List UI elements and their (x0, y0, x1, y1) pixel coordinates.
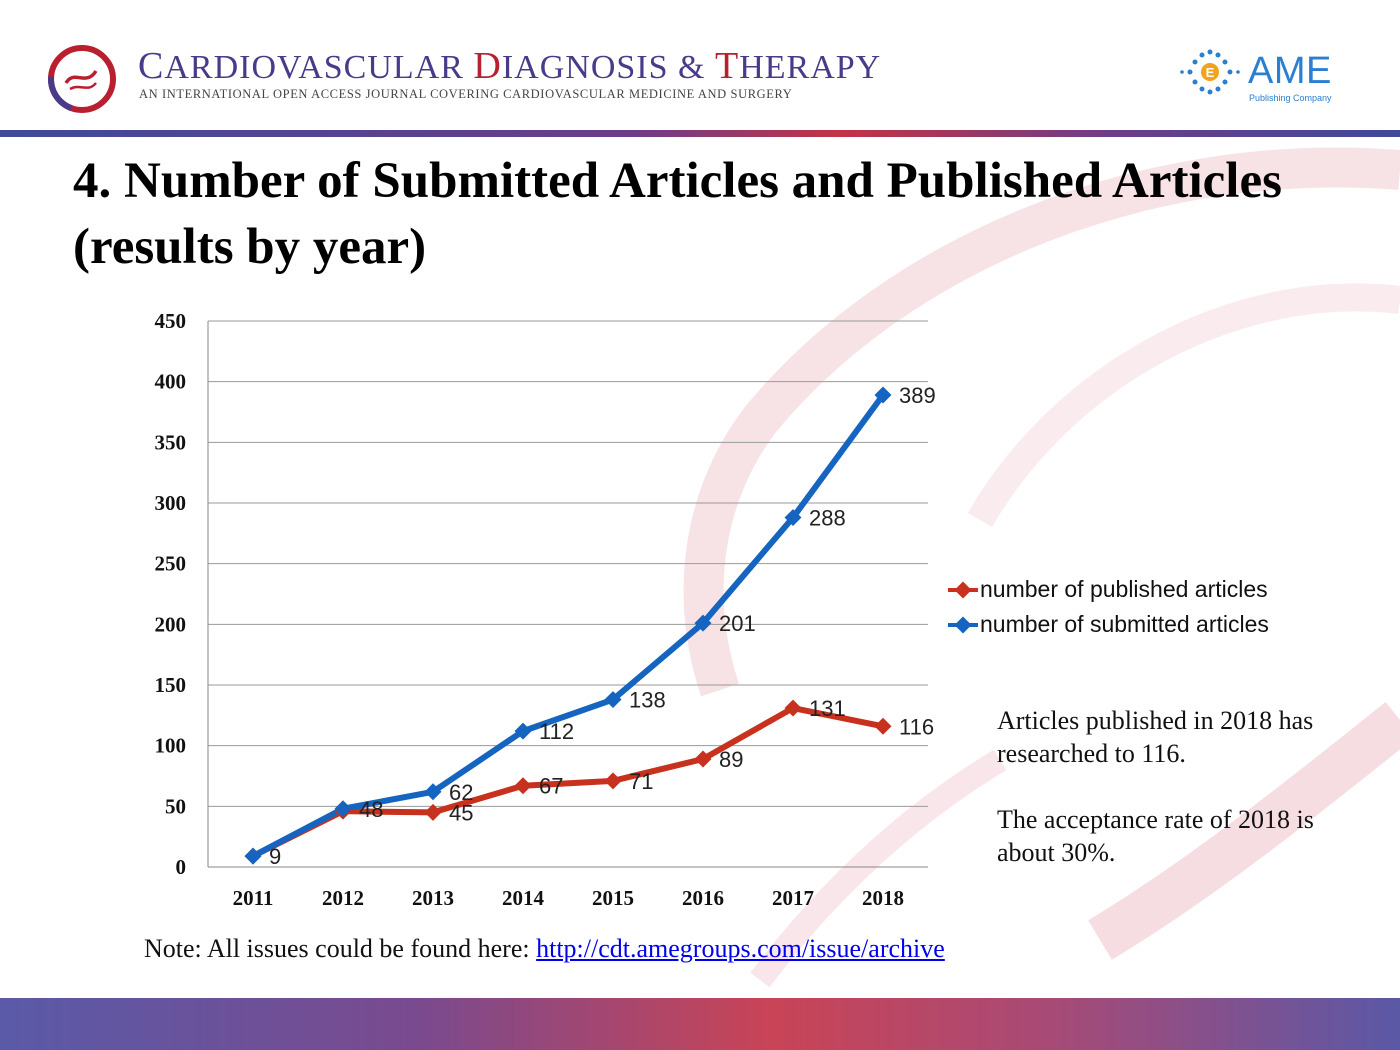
data-point-published (784, 699, 802, 717)
journal-logo-icon (48, 45, 116, 113)
data-point-published (604, 772, 622, 790)
data-label-published: 67 (539, 774, 563, 799)
data-label-published: 71 (629, 769, 653, 794)
data-label-submitted: 138 (629, 688, 666, 713)
y-tick-label: 50 (165, 794, 186, 818)
x-tick-label: 2017 (772, 886, 814, 910)
y-tick-label: 300 (155, 491, 187, 515)
slide-title: 4. Number of Submitted Articles and Publ… (73, 153, 1282, 275)
data-point-submitted (514, 722, 532, 740)
legend-label-published: number of published articles (980, 576, 1268, 602)
data-point-submitted (694, 614, 712, 632)
y-tick-label: 200 (155, 612, 187, 636)
data-label-published: 116 (899, 714, 934, 739)
footer-bar (0, 998, 1400, 1050)
y-tick-label: 350 (155, 430, 187, 454)
series-line-submitted (251, 393, 886, 859)
x-tick-label: 2014 (502, 886, 545, 910)
x-tick-label: 2018 (862, 886, 904, 910)
notes-box: Articles published in 2018 has researche… (997, 704, 1377, 902)
ame-logo-icon: E (1180, 49, 1240, 95)
data-label-published: 89 (719, 747, 743, 772)
legend-marker-submitted-icon (948, 616, 978, 634)
data-label-published: 131 (809, 696, 846, 721)
data-label-submitted: 48 (359, 797, 383, 822)
publisher-name: AME (1248, 50, 1332, 92)
y-tick-label: 450 (155, 309, 187, 333)
journal-title: CARDIOVASCULAR DIAGNOSIS & THERAPY (138, 45, 882, 87)
data-label-submitted: 201 (719, 611, 756, 636)
note-acceptance-rate: The acceptance rate of 2018 is about 30%… (997, 805, 1314, 867)
y-tick-label: 250 (155, 552, 187, 576)
data-label-submitted: 389 (899, 383, 936, 408)
y-tick-label: 100 (155, 734, 187, 758)
x-tick-label: 2015 (592, 886, 634, 910)
publisher-subtitle: Publishing Company (1249, 93, 1332, 103)
header-divider-bar (0, 130, 1400, 137)
y-tick-label: 400 (155, 370, 187, 394)
data-point-published (694, 750, 712, 768)
data-point-submitted (244, 847, 262, 865)
data-label-submitted: 9 (269, 844, 281, 869)
x-tick-label: 2012 (322, 886, 364, 910)
data-point-published (874, 717, 892, 735)
y-tick-label: 150 (155, 673, 187, 697)
x-tick-label: 2016 (682, 886, 724, 910)
line-chart: 0 50 100 150 200 250 300 350 400 450 2011 2012 2013 2… (155, 309, 936, 910)
data-point-published (514, 777, 532, 795)
data-point-submitted (424, 783, 442, 801)
legend-label-submitted: number of submitted articles (980, 611, 1269, 637)
data-point-submitted (604, 691, 622, 709)
data-point-published (424, 803, 442, 821)
archive-link[interactable]: http://cdt.amegroups.com/issue/archive (536, 934, 945, 963)
data-point-submitted (784, 509, 802, 527)
data-point-submitted (874, 386, 892, 404)
data-label-submitted: 288 (809, 506, 846, 531)
journal-subtitle: An international open access journal cov… (139, 87, 793, 101)
footer-note-text: Note: All issues could be found here: (144, 934, 537, 963)
note-published-2018: Articles published in 2018 has researche… (997, 706, 1314, 768)
data-point-submitted (334, 800, 352, 818)
series-line-published (251, 705, 884, 859)
ame-badge-letter: E (1206, 65, 1215, 80)
data-label-submitted: 62 (449, 780, 473, 805)
x-tick-label: 2011 (233, 886, 274, 910)
data-label-submitted: 112 (539, 719, 574, 744)
legend-marker-published-icon (948, 581, 978, 599)
x-tick-label: 2013 (412, 886, 454, 910)
slide-header: CARDIOVASCULAR DIAGNOSIS & THERAPY An in… (0, 0, 1400, 134)
footer-note: Note: All issues could be found here: ht… (144, 934, 945, 964)
y-tick-label: 0 (176, 855, 187, 879)
data-label-published: 45 (449, 800, 473, 825)
